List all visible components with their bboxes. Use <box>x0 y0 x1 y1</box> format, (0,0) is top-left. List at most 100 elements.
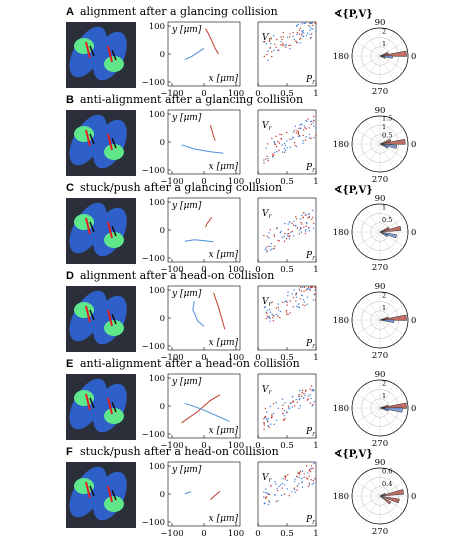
scatter-point <box>281 482 283 485</box>
blue-rose-wedge <box>379 55 386 59</box>
scatter-point <box>310 27 312 30</box>
x-tick-label: 100 <box>228 265 244 275</box>
scatter-point <box>301 23 303 25</box>
scatter-point <box>315 30 317 33</box>
scatter-point <box>303 397 305 399</box>
scatter-point <box>300 37 302 39</box>
scatter-point <box>304 304 306 307</box>
angle-label-90: 90 <box>375 370 386 380</box>
polar-spoke <box>355 41 381 57</box>
scatter-point <box>266 54 268 56</box>
scatter-point <box>266 312 268 314</box>
scatter-point <box>302 142 304 144</box>
x-axis-label: Pr <box>305 163 316 174</box>
polarity-arrow <box>107 221 113 239</box>
scatter-point <box>268 500 270 502</box>
polar-spoke <box>379 55 405 71</box>
x-axis-label: Pr <box>305 251 316 262</box>
scatter-point <box>291 222 293 225</box>
y-axis-label: Vr <box>262 209 273 220</box>
polar-spoke <box>355 407 381 423</box>
scatter-point <box>301 35 303 37</box>
x-tick-label: −100 <box>160 265 183 275</box>
scatter-point <box>294 478 296 480</box>
scatter-point <box>285 309 288 311</box>
panel-letter: C <box>66 182 74 194</box>
scatter-point <box>285 300 287 302</box>
scatter-point <box>301 486 304 488</box>
y-axis-label: y [μm] <box>171 113 202 123</box>
scatter-point <box>301 223 303 225</box>
angle-label-180: 180 <box>333 492 349 502</box>
scatter-point <box>282 44 284 46</box>
panel-title: alignment after a head-on collision <box>80 269 274 282</box>
scatter-point <box>271 55 273 58</box>
x-tick-label: 100 <box>228 441 244 451</box>
scatter-point <box>267 157 269 160</box>
scatter-point <box>303 226 305 228</box>
scatter-point <box>307 472 309 474</box>
scatter-point <box>269 245 271 248</box>
scatter-point <box>305 477 308 479</box>
scatter-point <box>305 289 307 291</box>
scatter-point <box>287 36 289 38</box>
scatter-point <box>296 401 298 404</box>
scatter-point <box>293 220 295 222</box>
scatter-point <box>284 476 286 478</box>
y-tick-label: 100 <box>149 198 165 208</box>
angle-label-180: 180 <box>333 316 349 326</box>
scatter-point <box>279 484 282 486</box>
panel-title: anti-alignment after a glancing collisio… <box>80 93 303 106</box>
polarity-arrow <box>85 129 91 147</box>
scatter-point <box>306 288 309 290</box>
scatter-point <box>299 127 302 130</box>
scatter-point <box>281 133 283 136</box>
x-tick-label: −100 <box>160 353 183 363</box>
scatter-point <box>302 304 304 306</box>
scatter-point <box>314 478 316 480</box>
scatter-point <box>291 138 293 140</box>
cell-pole <box>104 408 124 424</box>
scatter-point <box>292 35 294 38</box>
angle-label-270: 270 <box>372 87 388 97</box>
velocity-arrow <box>89 309 95 321</box>
polar-spoke <box>365 119 381 145</box>
scatter-point <box>299 470 302 472</box>
scatter-point <box>294 405 296 407</box>
scatter-point <box>306 120 308 123</box>
scatter-point <box>309 29 311 32</box>
radial-label: 1 <box>382 304 386 312</box>
scatter-point <box>296 130 298 132</box>
scatter-point <box>291 491 293 493</box>
scatter-point <box>282 478 284 480</box>
polarity-arrow <box>85 41 91 59</box>
trajectory-plot: 100 0 −100−100 0 100 y [μm] x [μm] <box>142 461 244 537</box>
scatter-point <box>299 405 302 407</box>
scatter-point <box>269 42 272 45</box>
scatter-point <box>267 143 269 145</box>
x-tick-label: −100 <box>160 441 183 451</box>
polar-spoke <box>379 495 395 521</box>
panel-letter: A <box>66 6 74 18</box>
scatter-point <box>301 295 303 297</box>
scatter-point <box>301 31 304 33</box>
scatter-point <box>286 479 288 482</box>
y-tick-label: −100 <box>142 166 165 176</box>
scatter-point <box>312 299 315 301</box>
scatter-point <box>306 399 309 401</box>
scatter-point <box>309 287 311 289</box>
scatter-point <box>306 296 309 298</box>
scatter-point <box>265 488 267 490</box>
scatter-point <box>298 483 300 485</box>
scatter-point <box>279 232 281 234</box>
scatter-point <box>267 316 269 318</box>
blue-rose-wedge <box>379 55 393 59</box>
scatter-point <box>298 393 300 396</box>
polar-spoke <box>379 143 395 169</box>
blue-rose-wedge <box>379 231 389 238</box>
scatter-point <box>298 407 300 409</box>
scatter-point <box>301 470 304 472</box>
scatter-point <box>298 288 300 290</box>
scatter-point <box>305 229 307 231</box>
